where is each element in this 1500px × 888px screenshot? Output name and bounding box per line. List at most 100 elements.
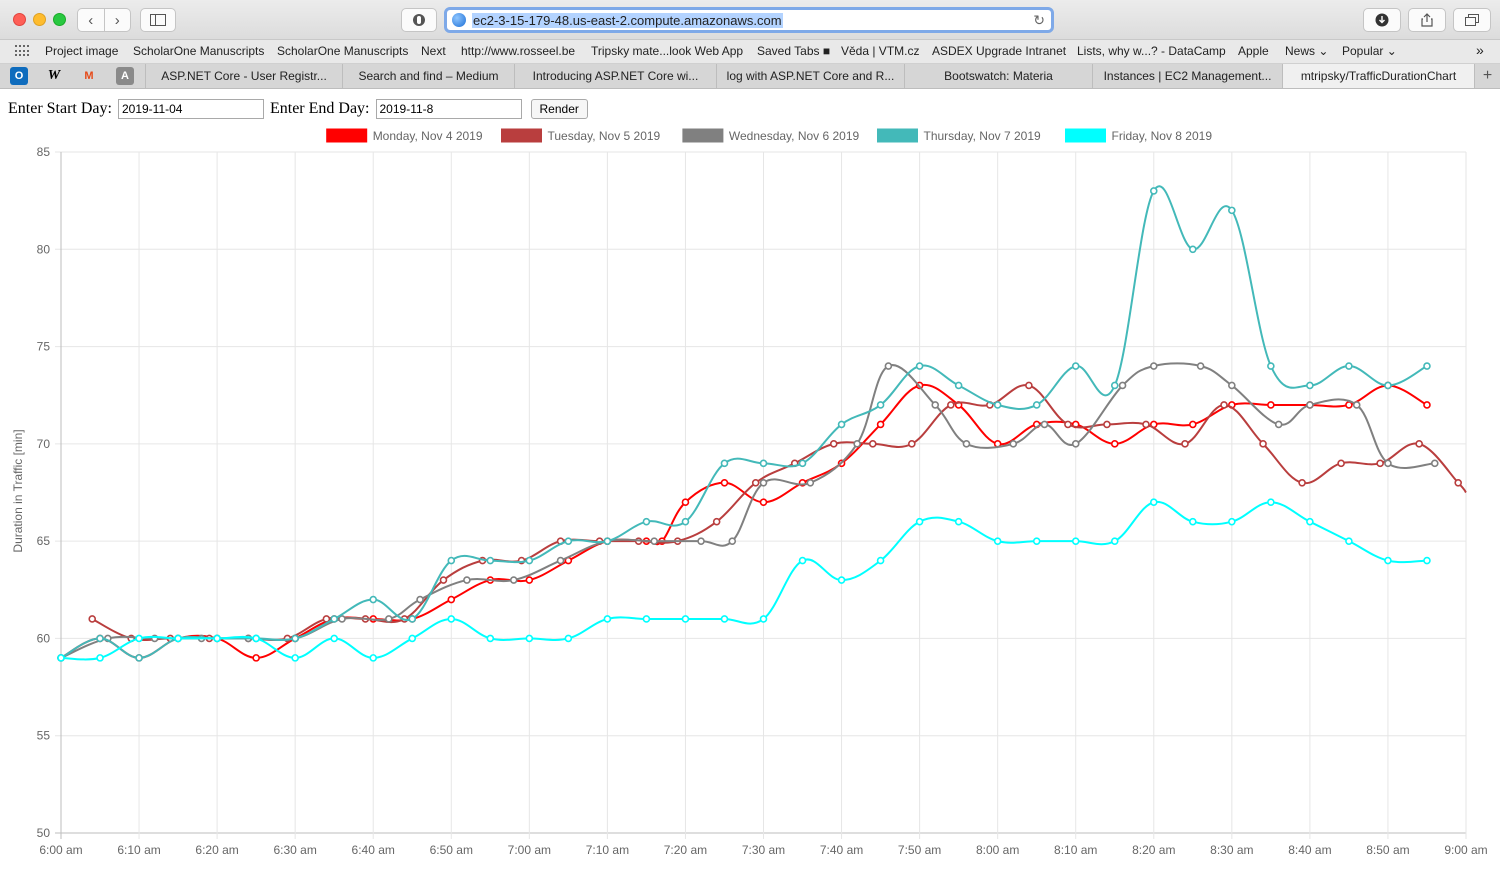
- data-point: [1196, 362, 1205, 370]
- y-tick-label: 55: [37, 729, 51, 743]
- data-point: [1142, 420, 1150, 429]
- data-point: [252, 654, 260, 662]
- bookmark-item[interactable]: ScholarOne Manuscripts: [133, 44, 265, 58]
- x-tick-label: 8:40 am: [1288, 843, 1331, 857]
- zoom-window-icon[interactable]: [53, 13, 66, 26]
- bookmark-item[interactable]: ScholarOne Manuscripts: [277, 44, 409, 58]
- data-point: [884, 362, 893, 370]
- start-day-input[interactable]: [117, 99, 264, 119]
- data-point: [486, 634, 495, 643]
- bookmark-item[interactable]: Věda | VTM.cz: [841, 44, 920, 58]
- bookmark-item[interactable]: Tripsky mate...look Web App: [591, 44, 744, 58]
- data-point: [837, 420, 846, 429]
- render-button[interactable]: Render: [530, 99, 588, 119]
- bookmarks-overflow-icon[interactable]: »: [1476, 42, 1484, 58]
- back-icon[interactable]: ‹: [78, 9, 105, 31]
- data-point: [681, 615, 690, 623]
- data-point: [1040, 420, 1049, 429]
- data-point: [1189, 420, 1197, 429]
- data-point: [720, 615, 729, 623]
- chart-axes: 50 55 60 65 70 75 80 85 6:00 am 6:10 am 6:20 am 6:3…: [37, 145, 1488, 857]
- tab-log-with-asp-net-core[interactable]: log with ASP.NET Core and R...: [716, 64, 904, 88]
- tab-bar: O W M A ASP.NET Core - User Registr... S…: [0, 64, 1500, 89]
- y-tick-label: 85: [37, 145, 51, 159]
- tab-bootswatch-materia[interactable]: Bootswatch: Materia: [904, 64, 1092, 88]
- y-tick-label: 50: [37, 826, 51, 840]
- bookmark-item[interactable]: http://www.rosseel.be: [461, 44, 576, 58]
- data-point: [1025, 381, 1033, 390]
- address-bar[interactable]: ec2-3-15-179-48.us-east-2.compute.amazon…: [444, 7, 1054, 33]
- share-icon[interactable]: [1408, 8, 1446, 32]
- data-point: [1181, 440, 1189, 448]
- legend-swatch: [1065, 128, 1106, 143]
- data-point: [1345, 537, 1353, 545]
- x-tick-label: 6:30 am: [273, 843, 316, 857]
- tab-traffic-duration-chart-active[interactable]: mtripsky/TrafficDurationChart: [1282, 64, 1474, 88]
- tab-asp-net-core-user-registration[interactable]: ASP.NET Core - User Registr...: [145, 64, 342, 88]
- data-point: [1149, 362, 1158, 370]
- data-point: [681, 517, 690, 526]
- data-point: [447, 595, 456, 604]
- monday-pinned-tab[interactable]: M: [84, 70, 94, 82]
- data-point: [993, 401, 1002, 409]
- data-point: [720, 459, 729, 468]
- data-point: [1071, 537, 1080, 545]
- apps-grid-icon[interactable]: [15, 45, 29, 57]
- data-point: [712, 517, 721, 526]
- tab-introducing-asp-net-core[interactable]: Introducing ASP.NET Core wi...: [514, 64, 716, 88]
- x-tick-label: 7:40 am: [820, 843, 863, 857]
- bookmark-item[interactable]: ASDEX Upgrade Intranet: [932, 44, 1067, 58]
- downloads-icon[interactable]: [1363, 8, 1401, 32]
- bookmark-item[interactable]: News ⌄: [1285, 44, 1329, 58]
- data-point: [525, 556, 534, 565]
- data-point: [962, 440, 971, 448]
- a-pinned-tab[interactable]: A: [116, 67, 134, 85]
- tab-overview-icon[interactable]: [1453, 8, 1491, 32]
- bookmark-item[interactable]: Apple: [1238, 44, 1269, 58]
- sidebar-toggle-icon[interactable]: [140, 8, 176, 32]
- privacy-shield-icon[interactable]: [401, 8, 437, 32]
- new-tab-icon[interactable]: +: [1474, 64, 1500, 88]
- data-point: [447, 556, 456, 565]
- data-point: [1071, 362, 1080, 370]
- end-day-input[interactable]: [375, 99, 522, 119]
- data-point: [447, 615, 456, 623]
- outlook-pinned-tab[interactable]: O: [10, 67, 28, 85]
- reload-icon[interactable]: ↻: [1033, 12, 1045, 28]
- data-point: [954, 381, 963, 390]
- data-point: [1064, 420, 1072, 429]
- data-point: [759, 459, 768, 468]
- tab-search-and-find-medium[interactable]: Search and find – Medium: [342, 64, 514, 88]
- legend-swatch: [501, 128, 542, 143]
- series-line: [60, 500, 1427, 661]
- data-point: [252, 634, 260, 643]
- series-line: [60, 362, 1435, 659]
- data-point: [1259, 440, 1267, 448]
- minimize-window-icon[interactable]: [33, 13, 46, 26]
- data-point: [1009, 440, 1018, 448]
- data-point: [291, 634, 299, 643]
- data-point: [408, 615, 417, 623]
- data-point: [330, 615, 338, 623]
- data-point: [1384, 381, 1392, 390]
- bookmark-item[interactable]: Project image: [45, 44, 119, 58]
- data-point: [322, 615, 331, 623]
- bookmark-item[interactable]: Next: [421, 44, 446, 58]
- bookmark-item[interactable]: Lists, why w...? - DataCamp: [1077, 44, 1226, 58]
- navigation-buttons: ‹ ›: [77, 8, 131, 32]
- data-point: [1103, 420, 1111, 429]
- data-point: [1118, 381, 1127, 390]
- tab-ec2-instances[interactable]: Instances | EC2 Management...: [1092, 64, 1282, 88]
- data-point: [486, 556, 495, 565]
- bookmark-item[interactable]: Saved Tabs ■: [757, 44, 831, 58]
- x-tick-label: 7:10 am: [586, 843, 629, 857]
- forward-icon[interactable]: ›: [114, 11, 120, 29]
- data-point: [416, 595, 424, 604]
- data-point: [556, 556, 565, 565]
- close-window-icon[interactable]: [13, 13, 26, 26]
- bookmark-item[interactable]: Popular ⌄: [1342, 44, 1397, 58]
- x-tick-label: 8:10 am: [1054, 843, 1097, 857]
- data-point: [1454, 478, 1462, 487]
- wikipedia-pinned-tab[interactable]: W: [47, 68, 61, 83]
- data-point: [1032, 537, 1041, 545]
